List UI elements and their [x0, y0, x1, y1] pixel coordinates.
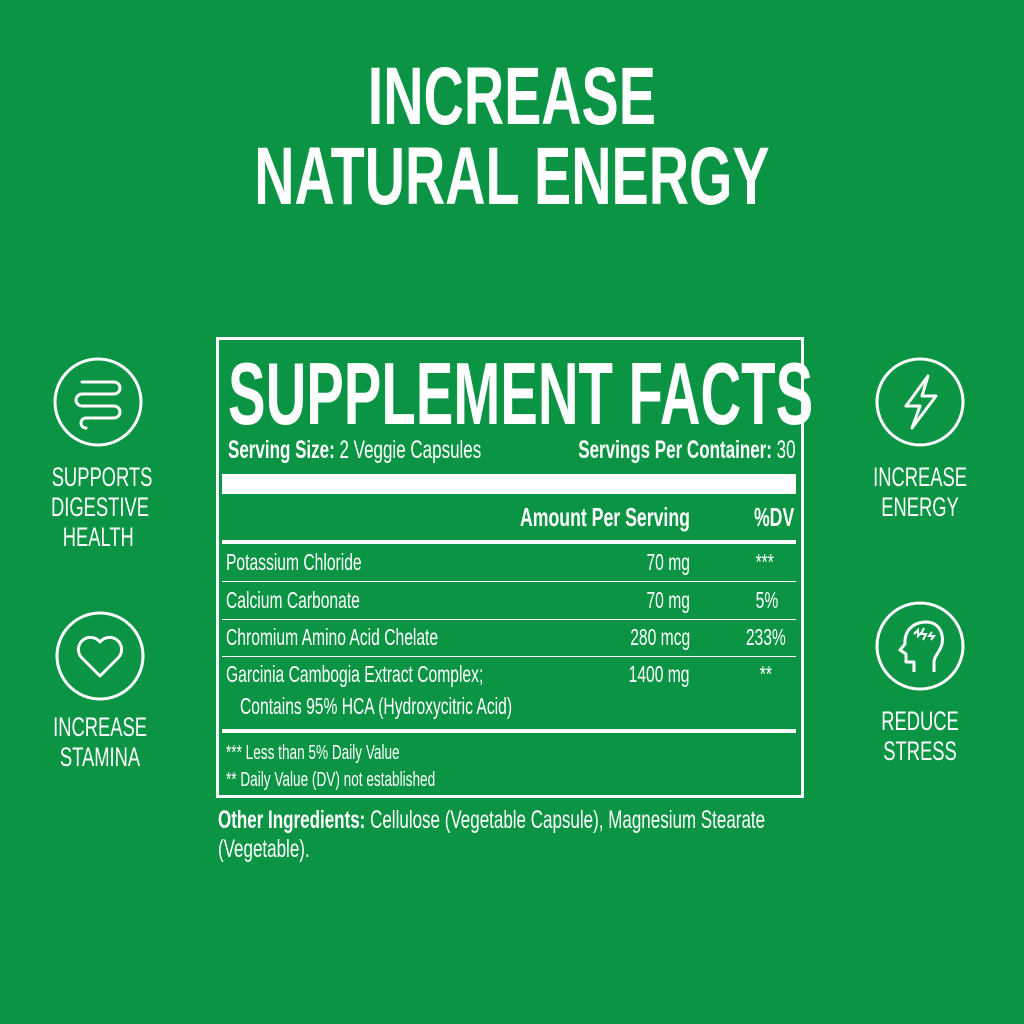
serving-size: Serving Size: 2 Veggie Capsules	[228, 436, 482, 464]
divider	[222, 656, 796, 657]
divider	[222, 619, 796, 620]
feature-digestive: SUPPORTS DIGESTIVE HEALTH	[28, 356, 168, 552]
servings-per-container: Servings Per Container: 30	[578, 436, 796, 464]
feature-energy: INCREASE ENERGY	[850, 356, 990, 522]
footnote-2: ** Daily Value (DV) not established	[226, 769, 436, 791]
intestine-icon	[53, 357, 143, 447]
col-dv-header: %DV	[753, 502, 794, 532]
col-amount-header: Amount Per Serving	[520, 502, 690, 532]
headline-line-1: INCREASE	[367, 51, 657, 142]
divider	[222, 540, 796, 544]
other-ingredients-cont: (Vegetable).	[218, 835, 310, 863]
lightning-icon	[875, 357, 965, 447]
feature-stamina: INCREASE STAMINA	[30, 610, 170, 772]
facts-title: SUPPLEMENT FACTS	[228, 344, 814, 443]
heart-icon	[55, 611, 145, 701]
feature-stress: REDUCE STRESS	[850, 600, 990, 766]
other-ingredients: Other Ingredients: Cellulose (Vegetable …	[218, 806, 766, 834]
head-stress-icon	[875, 601, 965, 691]
divider	[222, 581, 796, 582]
divider-bar	[222, 474, 796, 494]
footnote-1: *** Less than 5% Daily Value	[226, 742, 400, 764]
divider	[222, 729, 796, 733]
headline-line-2: NATURAL ENERGY	[254, 131, 770, 222]
supplement-facts-panel	[216, 337, 804, 798]
